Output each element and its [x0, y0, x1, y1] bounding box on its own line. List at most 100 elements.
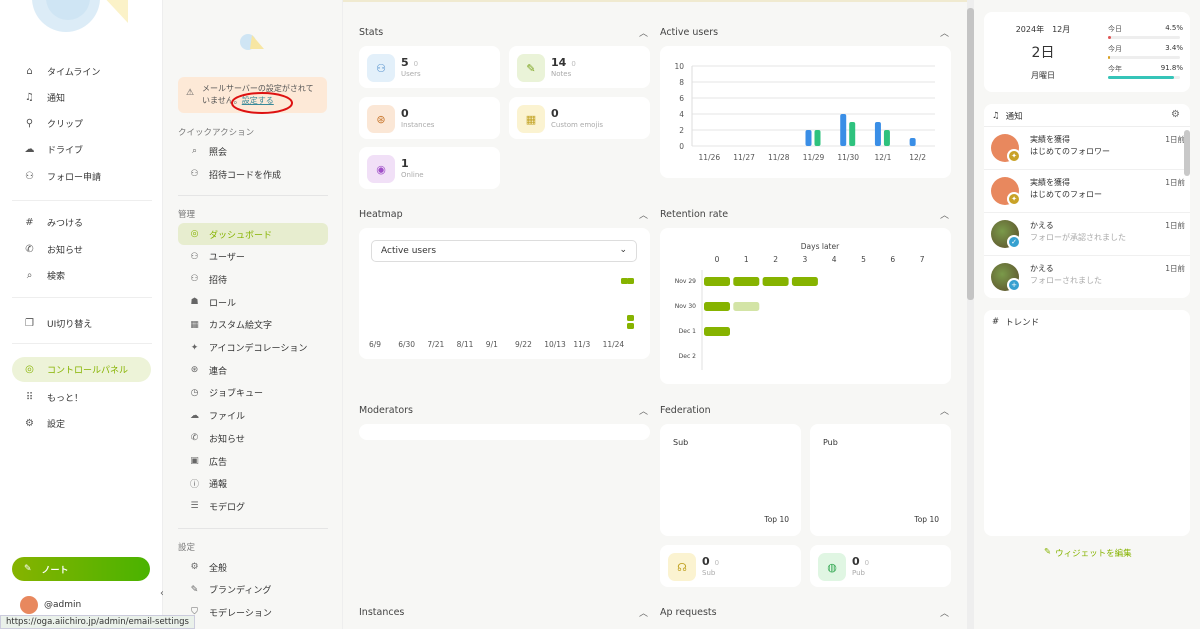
nav-divider: [12, 343, 152, 344]
heatmap-tick-label: 7/21: [427, 340, 445, 349]
bar-mark: [814, 130, 821, 146]
bar-mark: [849, 122, 856, 146]
admin-menu-item[interactable]: ⚙ 全般: [178, 556, 328, 578]
admin-menu-label: アイコンデコレーション: [209, 344, 308, 354]
chevron-up-icon[interactable]: ︿: [639, 407, 649, 417]
admin-menu-item[interactable]: ✆ お知らせ: [178, 427, 328, 449]
x-tick-label: 12/1: [875, 153, 892, 162]
admin-menu: ⚠ メールサーバーの設定がされていません。設定する クイックアクション ⌕ 照会 ⚇…: [163, 0, 343, 629]
notification-body: はじめてのフォロー: [1030, 190, 1102, 199]
nav-item-7[interactable]: ✆ お知らせ: [24, 240, 83, 258]
admin-menu-item[interactable]: ☗ ロール: [178, 291, 328, 313]
admin-menu-label: 招待: [209, 275, 228, 286]
federation-sub-label: Sub: [673, 438, 689, 447]
admin-menu-item[interactable]: ⛉ モデレーション: [178, 601, 328, 623]
nav-item-5[interactable]: ⚇ フォロー申請: [24, 167, 101, 185]
home-icon: ⌂: [26, 65, 33, 77]
federation-count-diff: 0: [714, 559, 720, 567]
notification-item[interactable]: ✓ かえる フォローが承認されました 1日前: [984, 213, 1190, 256]
stat-diff: 0: [413, 60, 419, 68]
admin-menu-item[interactable]: ▦ カスタム絵文字: [178, 314, 328, 336]
sparkles-icon: ✦: [190, 342, 199, 353]
federation-count-diff: 0: [864, 559, 870, 567]
retention-row-label: Nov 29: [675, 278, 696, 285]
nav-item-6[interactable]: # みつける: [24, 213, 83, 231]
nav-divider: [12, 200, 152, 201]
admin-menu-item[interactable]: ✦ アイコンデコレーション: [178, 337, 328, 359]
notification-body: フォローされました: [1030, 276, 1102, 285]
nav-item-10[interactable]: ◎ コントロールパネル: [12, 357, 151, 382]
notification-body: はじめてのフォロワー: [1030, 147, 1110, 156]
bar-mark: [805, 130, 812, 146]
heatmap-tick-label: 9/1: [485, 340, 498, 349]
world-download-icon: ☊: [668, 553, 696, 581]
active-users-card: 0 2 4 6 8 10 11/26 11/27 11/28 11/29 11/30 12/1 12/2: [660, 46, 951, 178]
nav-item-4[interactable]: ☁ ドライブ: [24, 140, 84, 158]
notifications-scrollbar[interactable]: [1184, 130, 1190, 176]
admin-menu-label: ファイル: [209, 412, 246, 423]
nav-item-2[interactable]: ♫ 通知: [24, 88, 65, 106]
main-scrollbar[interactable]: [967, 0, 974, 629]
chevron-down-icon: ⌄: [619, 245, 627, 255]
nav-item-9[interactable]: ❐ UI切り替え: [24, 314, 92, 332]
chevron-up-icon[interactable]: ︿: [940, 211, 950, 221]
pencil-icon: ✎: [1044, 547, 1052, 557]
account-button[interactable]: @admin: [20, 596, 81, 614]
retention-cell: [704, 302, 730, 311]
nav-item-1[interactable]: ⌂ タイムライン: [24, 62, 100, 80]
chevron-up-icon[interactable]: ︿: [940, 407, 950, 417]
nav-item-8[interactable]: ⌕ 検索: [24, 266, 65, 284]
warning-settings-link[interactable]: 設定する: [241, 96, 274, 105]
notification-time: 1日前: [1165, 264, 1185, 273]
account-name: @admin: [44, 600, 82, 610]
nav-item-11[interactable]: ⠿ もっと！: [24, 388, 83, 406]
chevron-up-icon[interactable]: ︿: [940, 609, 950, 619]
user-plus-icon: ⚇: [190, 274, 199, 285]
admin-menu-item[interactable]: ⚇ 招待コードを作成: [178, 163, 328, 185]
nav-item-3[interactable]: ⚲ クリップ: [24, 114, 83, 132]
admin-menu-item[interactable]: ☁ ファイル: [178, 405, 328, 427]
notification-item[interactable]: + かえる フォローされました 1日前: [984, 256, 1190, 298]
nav-item-label: 検索: [47, 271, 66, 282]
gear-icon[interactable]: ⚙: [1171, 109, 1180, 120]
collapse-chevron-icon[interactable]: ‹: [160, 588, 164, 599]
stat-label: Users: [401, 70, 421, 78]
top-border: [343, 0, 967, 2]
chevron-up-icon[interactable]: ︿: [639, 609, 649, 619]
heatmap-select[interactable]: Active users ⌄: [371, 240, 637, 262]
admin-menu-label: 連合: [209, 366, 228, 377]
note-button[interactable]: ✎ ノート: [12, 557, 150, 581]
admin-menu-item[interactable]: ✎ ブランディング: [178, 579, 328, 601]
admin-menu-item[interactable]: ◎ ダッシュボード: [178, 223, 328, 245]
chevron-up-icon[interactable]: ︿: [639, 29, 649, 39]
admin-menu-item[interactable]: ⓘ 通報: [178, 473, 328, 495]
x-tick-label: 11/26: [699, 153, 721, 162]
heatmap-card: Active users ⌄ 6/9 6/30 7/21 8/11 9/1 9/22 10/…: [359, 228, 650, 359]
notification-title: 実績を獲得: [1030, 178, 1070, 187]
chevron-up-icon[interactable]: ︿: [639, 211, 649, 221]
admin-menu-item[interactable]: ◷ ジョブキュー: [178, 382, 328, 404]
badges-icon: ☗: [190, 297, 199, 308]
retention-x-tick: 3: [803, 255, 808, 264]
notification-item[interactable]: ✦ 実績を獲得 はじめてのフォロー 1日前: [984, 170, 1190, 213]
admin-menu-item[interactable]: ⚇ ユーザー: [178, 246, 328, 268]
admin-menu-item[interactable]: ▣ 広告: [178, 450, 328, 472]
retention-x-tick: 5: [861, 255, 866, 264]
admin-menu-item[interactable]: ☰ モデログ: [178, 495, 328, 517]
heatmap-tick-label: 10/13: [544, 340, 566, 349]
admin-menu-item[interactable]: ⌕ 照会: [178, 140, 328, 162]
notification-body: フォローが承認されました: [1030, 233, 1126, 242]
bell-icon: ♫: [25, 91, 34, 103]
chevron-up-icon[interactable]: ︿: [940, 29, 950, 39]
scrollbar-thumb[interactable]: [967, 8, 974, 300]
stat-value: 1: [401, 157, 414, 170]
retention-cell: [733, 302, 760, 311]
admin-menu-item[interactable]: ⚇ 招待: [178, 268, 328, 290]
edit-widgets-button[interactable]: ✎ ウィジェットを編集: [1044, 547, 1132, 559]
search-icon: ⌕: [191, 146, 198, 156]
admin-menu-item[interactable]: ⊛ 連合: [178, 359, 328, 381]
status-bar-url: https://oga.aiichiro.jp/admin/email-sett…: [0, 615, 195, 629]
notification-item[interactable]: ✦ 実績を獲得 はじめてのフォロワー 1日前: [984, 127, 1190, 170]
nav-item-12[interactable]: ⚙ 設定: [24, 414, 65, 432]
